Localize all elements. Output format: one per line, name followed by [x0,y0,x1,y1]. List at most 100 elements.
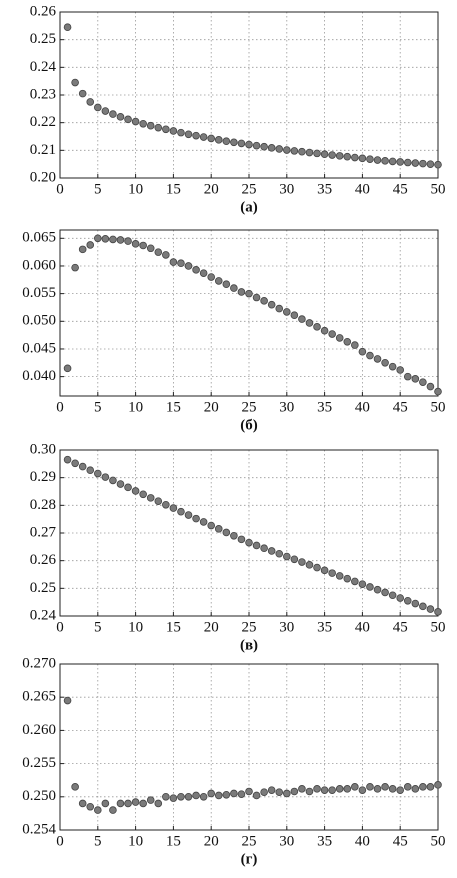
point [139,241,147,250]
point [222,280,231,289]
y-tick-label: 0.23 [30,86,56,102]
y-tick-label: 0.26 [30,552,57,568]
point [230,284,238,292]
point [328,151,336,159]
point [381,588,389,597]
y-tick-label: 0.25 [30,580,56,596]
point [139,119,147,128]
point [426,382,435,391]
point [373,156,382,164]
point [275,145,284,153]
x-tick-label: 20 [204,399,219,415]
point [146,796,155,804]
point [267,300,276,309]
x-tick-label: 50 [431,399,446,415]
point [109,110,117,118]
point [184,262,193,270]
point [290,787,299,796]
x-tick-label: 30 [279,833,294,849]
x-tick-label: 0 [56,181,64,197]
point [252,293,261,302]
point [343,152,352,161]
point [434,160,442,169]
point [214,277,223,285]
point [275,549,284,558]
x-tick-label: 5 [94,399,102,415]
caption: (а) [240,199,258,215]
x-tick-label: 15 [166,399,181,415]
y-tick-label: 0.255 [22,755,56,771]
point [109,806,117,814]
point [358,786,367,794]
point [411,159,420,167]
point [419,783,427,791]
point [109,476,117,485]
point [230,531,238,540]
point [320,566,329,575]
x-tick-label: 25 [242,833,257,849]
x-tick-label: 35 [317,181,332,197]
x-tick-label: 40 [355,833,370,849]
point [139,490,147,499]
point [146,244,155,253]
point [388,591,397,600]
point [252,791,261,800]
point [298,785,306,793]
point [162,792,170,801]
point [199,518,208,526]
point [305,148,314,157]
point [351,153,359,162]
point [222,528,231,537]
point [86,98,95,106]
point [131,487,140,495]
point [403,372,412,381]
point [320,326,329,335]
point [305,787,314,796]
point [388,157,397,166]
point [260,788,268,796]
point [71,78,79,87]
point [403,158,412,167]
plot-frame [59,229,439,397]
point [245,538,253,547]
point [245,289,253,298]
point [78,462,87,471]
x-tick-label: 30 [279,399,294,415]
point [101,473,110,481]
point [313,785,321,793]
x-tick-label: 20 [204,833,219,849]
point [162,500,170,509]
y-tick-label: 0.24 [30,607,57,623]
point [434,781,442,789]
point [154,799,163,808]
point [351,577,359,586]
point [131,798,140,806]
plot-frame [59,663,439,831]
point [328,330,336,338]
point [63,455,72,464]
x-tick-label: 30 [279,181,294,197]
point [282,308,291,316]
point [207,521,216,530]
point [71,263,79,272]
point [426,160,435,168]
point [214,791,223,800]
point [396,786,405,794]
x-tick-label: 10 [128,399,143,415]
x-tick-label: 15 [166,833,181,849]
point [146,121,155,130]
point [199,133,208,141]
point [298,147,306,156]
point [396,366,405,374]
point [305,319,314,327]
caption: (в) [240,637,258,653]
point [109,235,117,244]
point [358,154,367,163]
point [101,235,110,243]
point [192,514,200,523]
point [154,123,163,132]
y-tick-label: 0.050 [22,313,56,329]
point [94,469,102,478]
point [351,783,359,791]
